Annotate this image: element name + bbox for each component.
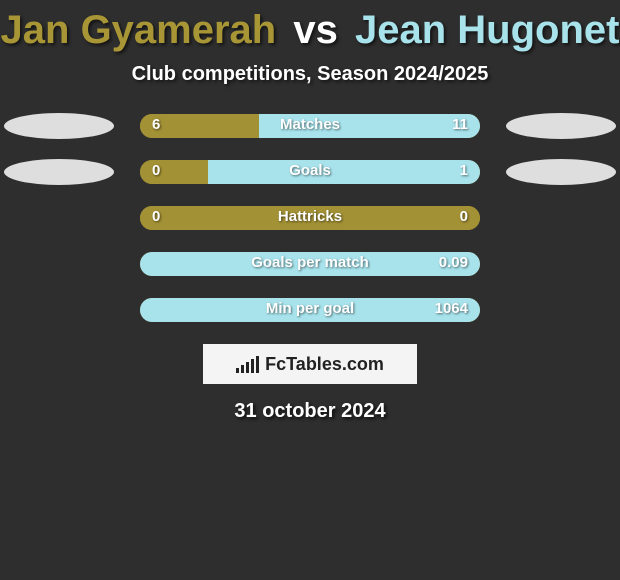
player-left-ellipse (4, 113, 114, 139)
player-right-name: Jean Hugonet (355, 8, 619, 52)
player-left-ellipse (4, 159, 114, 185)
date-line: 31 october 2024 (0, 400, 620, 423)
logo-bars-icon (236, 355, 259, 373)
player-right-ellipse (506, 113, 616, 139)
stat-row: 00Hattricks (0, 206, 620, 230)
stat-label: Min per goal (140, 300, 480, 317)
page-title: Jan Gyamerah vs Jean Hugonet (0, 0, 620, 53)
player-right-ellipse (506, 159, 616, 185)
stat-label: Goals (140, 162, 480, 179)
title-separator: vs (293, 8, 338, 52)
stat-label: Hattricks (140, 208, 480, 225)
subtitle: Club competitions, Season 2024/2025 (0, 63, 620, 86)
stat-bar: 0.09Goals per match (140, 252, 480, 276)
stat-bar: 00Hattricks (140, 206, 480, 230)
stat-row: 611Matches (0, 114, 620, 138)
stat-label: Goals per match (140, 254, 480, 271)
stat-bar: 1064Min per goal (140, 298, 480, 322)
stat-rows: 611Matches 01Goals 00Hattricks 0.09Goals pe… (0, 114, 620, 322)
stat-row: 01Goals (0, 160, 620, 184)
stat-row: 0.09Goals per match (0, 252, 620, 276)
stat-label: Matches (140, 116, 480, 133)
player-left-name: Jan Gyamerah (1, 8, 277, 52)
stat-bar: 611Matches (140, 114, 480, 138)
logo-text: FcTables.com (265, 354, 384, 375)
stat-row: 1064Min per goal (0, 298, 620, 322)
stat-bar: 01Goals (140, 160, 480, 184)
fctables-logo: FcTables.com (203, 344, 417, 384)
